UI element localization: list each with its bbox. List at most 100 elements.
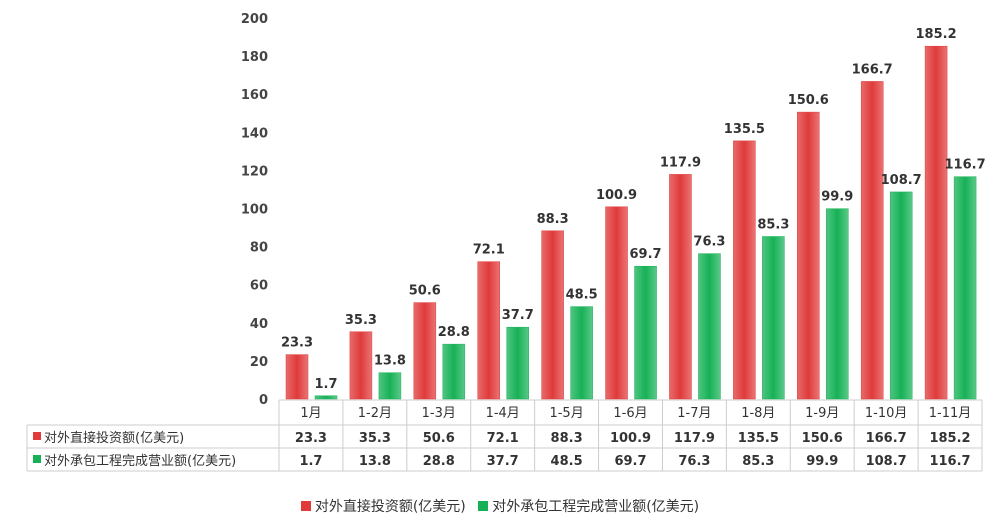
bar xyxy=(506,326,529,400)
bar xyxy=(477,261,500,400)
legend-label: 对外承包工程完成营业额(亿美元) xyxy=(492,499,700,515)
data-label: 116.7 xyxy=(945,158,986,173)
legend-swatch xyxy=(300,501,311,511)
data-label: 185.2 xyxy=(916,27,957,42)
bar xyxy=(762,236,785,400)
bar xyxy=(349,331,373,400)
y-tick-label: 140 xyxy=(241,126,268,141)
data-label: 117.9 xyxy=(660,155,701,170)
legend-label: 对外直接投资额(亿美元) xyxy=(314,499,466,515)
data-label: 48.5 xyxy=(566,288,598,303)
table-cell: 108.7 xyxy=(866,454,907,469)
table-cell: 50.6 xyxy=(423,431,455,446)
bar xyxy=(860,81,884,400)
data-label: 108.7 xyxy=(881,173,922,188)
table-legend-swatch xyxy=(33,432,41,440)
table-cell: 135.5 xyxy=(738,431,779,446)
legend-item-contracting: 对外承包工程完成营业额(亿美元) xyxy=(478,496,699,516)
data-label: 13.8 xyxy=(374,354,406,369)
bar xyxy=(733,140,756,400)
data-label: 23.3 xyxy=(281,336,313,351)
y-tick-label: 0 xyxy=(259,393,268,408)
bar xyxy=(285,354,309,400)
x-tick-label: 1-4月 xyxy=(486,406,520,421)
data-label: 69.7 xyxy=(630,247,662,262)
table-cell: 166.7 xyxy=(866,431,907,446)
x-tick-label: 1-5月 xyxy=(549,406,583,421)
table-cell: 13.8 xyxy=(359,454,391,469)
y-tick-label: 200 xyxy=(241,12,268,27)
table-row-label: 对外直接投资额(亿美元) xyxy=(44,430,184,446)
bar xyxy=(797,111,820,400)
table-cell: 23.3 xyxy=(295,431,327,446)
bar xyxy=(669,174,692,400)
y-tick-label: 180 xyxy=(241,50,268,65)
table-cell: 85.3 xyxy=(742,454,774,469)
data-label: 85.3 xyxy=(757,218,789,233)
bar xyxy=(953,176,977,400)
bar xyxy=(413,302,437,400)
bar xyxy=(378,372,402,400)
data-label: 88.3 xyxy=(537,212,569,227)
data-label: 35.3 xyxy=(345,313,377,328)
table-cell: 72.1 xyxy=(487,431,519,446)
y-tick-label: 40 xyxy=(250,317,268,332)
table-cell: 35.3 xyxy=(359,431,391,446)
y-tick-label: 100 xyxy=(241,203,268,218)
y-tick-label: 160 xyxy=(241,88,268,103)
y-tick-label: 80 xyxy=(250,241,268,256)
bar xyxy=(541,230,564,400)
x-tick-label: 1月 xyxy=(300,406,321,421)
data-label: 28.8 xyxy=(438,325,470,340)
x-tick-label: 1-10月 xyxy=(865,406,908,421)
bar xyxy=(605,206,628,400)
table-cell: 37.7 xyxy=(487,454,519,469)
data-label: 166.7 xyxy=(852,62,893,77)
data-label: 99.9 xyxy=(821,190,853,205)
x-tick-label: 1-8月 xyxy=(741,406,775,421)
table-cell: 116.7 xyxy=(929,454,970,469)
x-tick-label: 1-9月 xyxy=(805,406,839,421)
table-row-label: 对外承包工程完成营业额(亿美元) xyxy=(44,454,236,469)
table-cell: 48.5 xyxy=(551,454,583,469)
bar xyxy=(634,265,657,400)
table-cell: 117.9 xyxy=(674,431,715,446)
legend-item-investment: 对外直接投资额(亿美元) xyxy=(300,496,466,516)
bar xyxy=(889,191,913,400)
data-label: 100.9 xyxy=(596,188,637,203)
table-cell: 88.3 xyxy=(551,431,583,446)
x-tick-label: 1-6月 xyxy=(613,406,647,421)
table-cell: 76.3 xyxy=(678,454,710,469)
data-label: 1.7 xyxy=(314,377,337,392)
table-cell: 69.7 xyxy=(614,454,646,469)
table-cell: 100.9 xyxy=(610,431,651,446)
x-tick-label: 1-7月 xyxy=(677,406,711,421)
table-legend-swatch xyxy=(33,455,41,463)
table-cell: 150.6 xyxy=(802,431,843,446)
table-cell: 1.7 xyxy=(299,454,322,469)
table-cell: 185.2 xyxy=(929,431,970,446)
bar xyxy=(924,45,948,400)
data-label: 50.6 xyxy=(409,284,441,299)
y-tick-label: 60 xyxy=(250,279,268,294)
y-tick-label: 20 xyxy=(250,355,268,370)
x-tick-label: 1-2月 xyxy=(358,406,392,421)
table-cell: 99.9 xyxy=(806,454,838,469)
y-tick-label: 120 xyxy=(241,164,268,179)
data-label: 72.1 xyxy=(473,243,505,258)
bar xyxy=(314,395,338,400)
data-label: 150.6 xyxy=(788,93,829,108)
legend: 对外直接投资额(亿美元) 对外承包工程完成营业额(亿美元) xyxy=(0,496,1000,516)
legend-swatch xyxy=(478,501,489,511)
bar xyxy=(570,306,593,400)
data-label: 37.7 xyxy=(502,308,534,323)
table-cell: 28.8 xyxy=(423,454,455,469)
bar xyxy=(442,343,466,400)
x-tick-label: 1-11月 xyxy=(929,406,972,421)
x-tick-label: 1-3月 xyxy=(422,406,456,421)
data-label: 135.5 xyxy=(724,122,765,137)
bar xyxy=(698,253,721,400)
data-label: 76.3 xyxy=(693,235,725,250)
bar xyxy=(826,208,849,400)
